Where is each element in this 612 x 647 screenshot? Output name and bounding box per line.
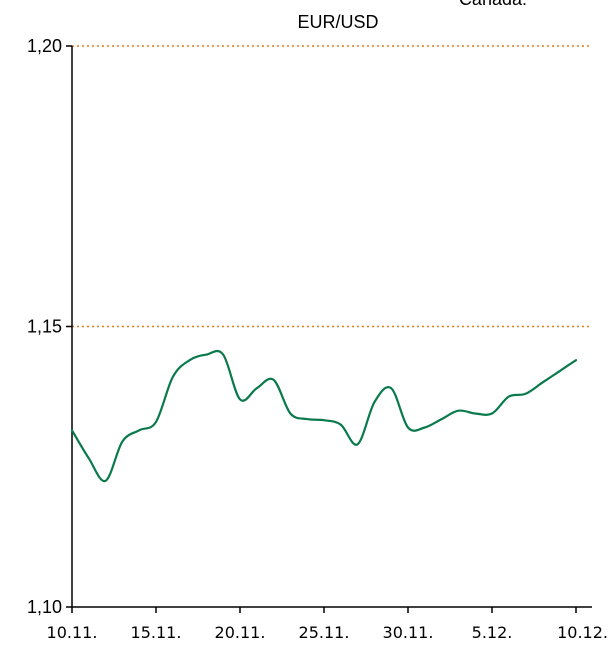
- x-tick-label: 20.11.: [215, 623, 266, 642]
- y-tick-label: 1,10: [27, 597, 62, 617]
- top-right-note: Canada:: [459, 0, 527, 9]
- x-tick-label: 15.11.: [131, 623, 182, 642]
- y-tick-label: 1,20: [27, 36, 62, 56]
- x-tick-label: 30.11.: [383, 623, 434, 642]
- x-tick-label: 10.11.: [47, 623, 98, 642]
- series-line-eur-usd: [70, 349, 578, 483]
- x-tick-label: 5.12.: [472, 623, 513, 642]
- x-tick-label: 10.12.: [557, 623, 608, 642]
- x-ticks: 10.11. 15.11. 20.11. 25.11. 30.11. 5.12. 10.12…: [47, 607, 608, 642]
- y-ticks: 1,10 1,15 1,20: [27, 36, 72, 617]
- x-tick-label: 25.11.: [299, 623, 350, 642]
- reference-lines: [72, 45, 592, 328]
- chart-title: EUR/USD: [297, 12, 378, 32]
- y-tick-label: 1,15: [27, 317, 62, 337]
